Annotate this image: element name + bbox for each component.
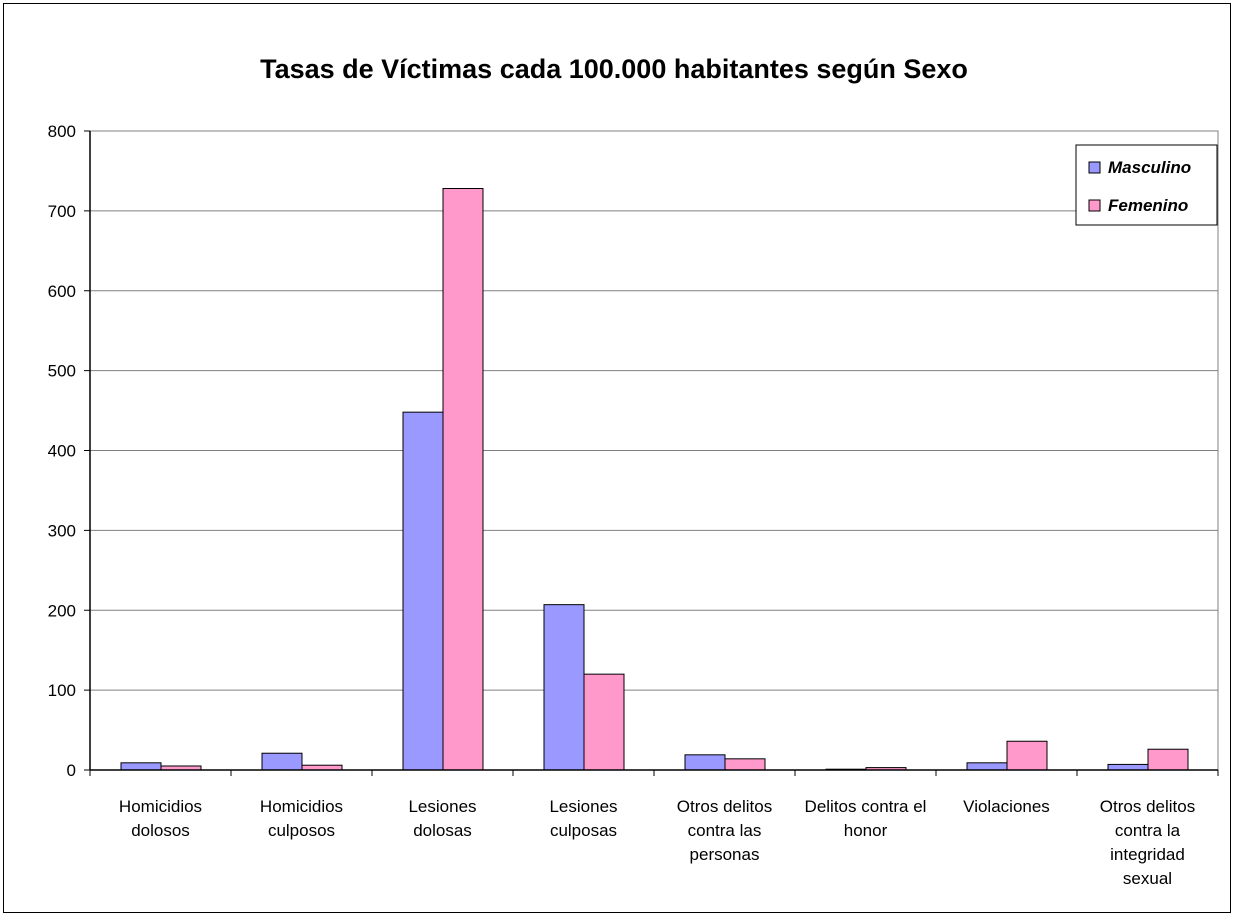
bar-masculino-1 [261,752,303,771]
legend: Masculino Femenino [1075,144,1218,226]
bar-masculino-6 [966,762,1008,771]
bar-femenino-7 [1147,748,1189,771]
x-category-label: Otros delitos [1100,797,1195,816]
y-tick-label: 200 [48,601,76,620]
bar-masculino-0 [120,762,162,771]
y-tick-label: 600 [48,282,76,301]
legend-box [1075,144,1218,226]
x-category-label: Homicidios [119,797,202,816]
x-category-label: Otros delitos [677,797,772,816]
x-category-label: culposas [550,821,617,840]
x-category-label: sexual [1123,869,1172,888]
bar-femenino-3 [583,673,625,771]
legend-swatch-femenino [1088,199,1101,212]
x-category-label: Lesiones [549,797,617,816]
bar-femenino-6 [1006,740,1048,771]
legend-swatch-masculino [1088,161,1101,174]
x-axis-categories: Homicidios dolosos Homicidios culposos Lesio… [119,797,1195,888]
legend-label-femenino: Femenino [1108,196,1188,215]
x-category-label: personas [690,845,760,864]
x-category-label: Violaciones [963,797,1050,816]
x-category-label: integridad [1110,845,1185,864]
bar-femenino-2 [442,188,484,771]
bar-masculino-2 [402,411,444,771]
chart-title: Tasas de Víctimas cada 100.000 habitante… [260,54,968,84]
x-category-label: contra la [1115,821,1181,840]
axes [89,130,1219,776]
bar-masculino-3 [543,604,585,771]
x-category-label: Homicidios [260,797,343,816]
x-category-label: Delitos contra el [805,797,927,816]
x-category-label: contra las [688,821,762,840]
y-axis-ticks: 0 100 200 300 400 500 600 700 800 [48,122,90,780]
legend-label-masculino: Masculino [1108,158,1191,177]
y-tick-label: 700 [48,202,76,221]
bar-femenino-4 [724,758,766,771]
y-tick-label: 500 [48,362,76,381]
x-category-label: dolosas [413,821,472,840]
grid-lines [90,130,1218,691]
bar-masculino-7 [1107,763,1149,771]
x-category-label: dolosos [131,821,190,840]
y-tick-label: 300 [48,521,76,540]
y-tick-label: 800 [48,122,76,141]
x-category-label: Lesiones [408,797,476,816]
y-tick-label: 100 [48,681,76,700]
bars [120,188,1189,771]
y-tick-label: 0 [67,761,76,780]
x-category-label: honor [844,821,888,840]
y-tick-label: 400 [48,442,76,461]
bar-masculino-4 [684,754,726,771]
x-category-label: culposos [268,821,335,840]
